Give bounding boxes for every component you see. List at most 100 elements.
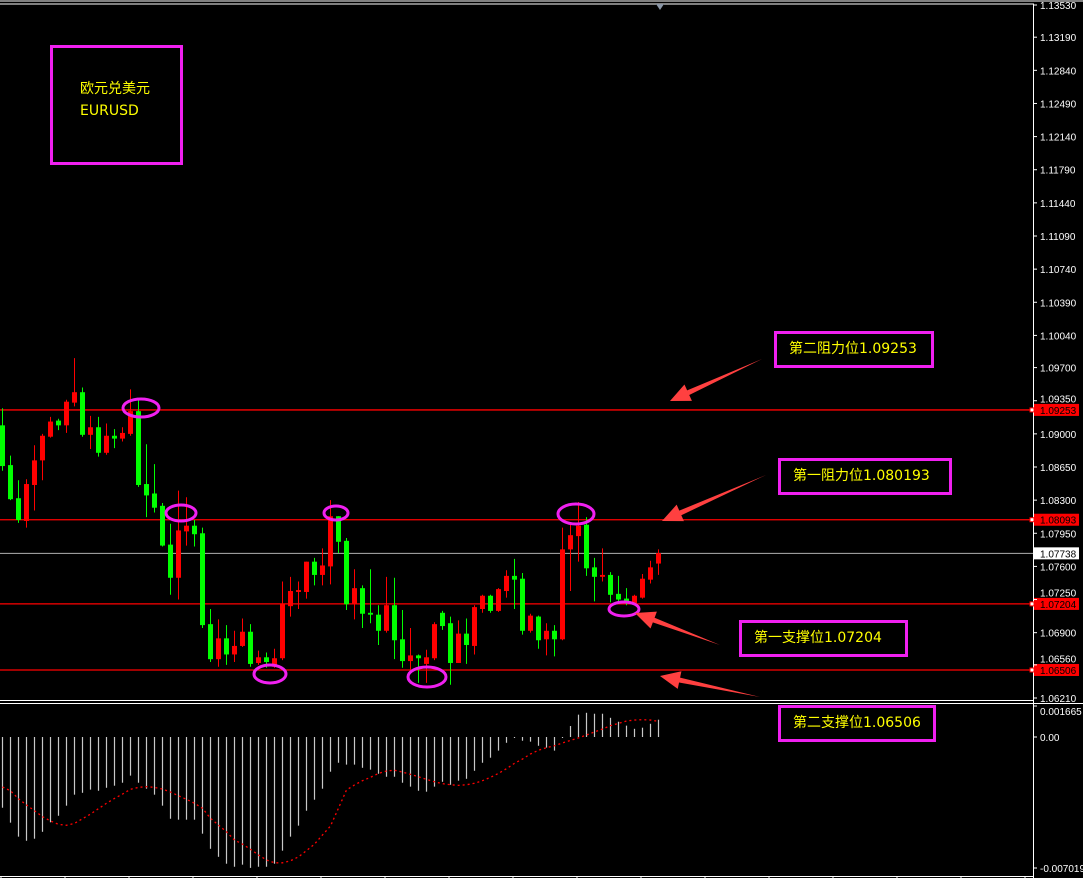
candle-bull — [648, 567, 653, 580]
candle-bear — [0, 425, 5, 467]
price-tick-label: 1.06560 — [1040, 654, 1077, 665]
candle-bear — [136, 411, 141, 485]
candle-bear — [344, 540, 349, 605]
candle-bear — [56, 420, 61, 426]
level-handle — [1029, 517, 1035, 523]
arrow-icon — [635, 611, 720, 645]
candle-bull — [480, 595, 485, 610]
candle-bear — [160, 505, 165, 546]
candle-bear — [584, 524, 589, 569]
candle-bear — [416, 655, 421, 659]
price-tick-label: 1.09700 — [1040, 364, 1077, 375]
candle-bull — [352, 588, 357, 605]
macd-tick-label: 0.001665 — [1040, 707, 1082, 718]
resistance-1-text: 第一阻力位1.080193 — [793, 468, 930, 484]
chart-shift-marker-icon[interactable] — [656, 4, 664, 10]
candle-bull — [48, 421, 53, 437]
price-tick-label: 1.06900 — [1040, 629, 1077, 640]
support-2-label: 第二支撑位1.06506 — [778, 705, 936, 742]
candle-bull — [24, 484, 29, 521]
candle-bear — [360, 588, 365, 614]
candle-bear — [112, 435, 117, 439]
candle-bull — [216, 638, 221, 660]
current-price-label: 1.07738 — [1040, 549, 1077, 560]
arrow-icon — [670, 359, 762, 401]
candle-bear — [592, 567, 597, 577]
macd-tick-label: -0.007019 — [1040, 864, 1083, 875]
highlight-ellipse — [556, 502, 596, 526]
level-price-tag — [1034, 597, 1079, 610]
candle-bear — [96, 427, 101, 453]
candle-bull — [504, 575, 509, 592]
candle-bull — [240, 631, 245, 646]
candle-bear — [440, 612, 445, 627]
time-axis-ticks — [0, 876, 1026, 878]
candle-bear — [376, 614, 381, 631]
level-price-label: 1.06506 — [1040, 666, 1077, 677]
price-tick-label: 1.10740 — [1040, 265, 1077, 276]
candle-bull — [304, 561, 309, 592]
price-tick-label: 1.11440 — [1040, 199, 1076, 210]
candle-bull — [600, 574, 605, 577]
candle-bull — [184, 525, 189, 532]
candle-bull — [528, 615, 533, 631]
candle-bear — [400, 639, 405, 662]
candle-bear — [16, 498, 21, 521]
macd-tick-label: 0.00 — [1040, 733, 1060, 744]
level-handle — [1029, 667, 1035, 673]
candle-bull — [576, 525, 581, 537]
level-price-tag — [1034, 663, 1079, 676]
candles — [0, 358, 661, 685]
macd-pane — [1, 712, 660, 868]
annotation-arrows — [635, 359, 766, 697]
candle-bull — [72, 392, 77, 403]
level-price-label: 1.09253 — [1040, 406, 1077, 417]
candle-bear — [152, 493, 157, 508]
candle-bull — [640, 578, 645, 598]
candle-bear — [624, 598, 629, 602]
candle-bull — [272, 658, 277, 667]
candle-bear — [608, 574, 613, 595]
level-price-tag — [1034, 403, 1079, 416]
candle-bear — [464, 633, 469, 645]
price-tick-label: 1.07600 — [1040, 562, 1077, 573]
candle-bull — [280, 604, 285, 659]
candle-bear — [192, 525, 197, 535]
price-tick-label: 1.12490 — [1040, 99, 1077, 110]
price-tick-label: 1.12840 — [1040, 66, 1077, 77]
candle-bear — [392, 605, 397, 641]
candle-bull — [456, 633, 461, 663]
candle-bear — [368, 612, 373, 615]
candle-bull — [384, 605, 389, 631]
candle-bear — [264, 657, 269, 663]
candle-bear — [488, 595, 493, 611]
price-axis-ticks: 1.13530 1.13190 1.12840 1.12490 1.12140 1.117… — [1033, 1, 1083, 875]
candle-bull — [296, 590, 301, 592]
price-tick-label: 1.08650 — [1040, 463, 1077, 474]
candle-bull — [104, 435, 109, 453]
price-tick-label: 1.06210 — [1040, 694, 1077, 705]
candle-bear — [224, 638, 229, 655]
level-handle — [1029, 601, 1035, 607]
highlight-ellipse — [252, 663, 288, 685]
candle-bear — [520, 578, 525, 631]
candle-bull — [120, 432, 125, 439]
candle-bull — [128, 411, 133, 434]
price-tick-label: 1.11790 — [1040, 166, 1076, 177]
highlight-ellipse — [164, 503, 198, 523]
price-tick-label: 1.13530 — [1040, 1, 1077, 12]
candle-bear — [168, 544, 173, 578]
candle-bull — [64, 401, 69, 426]
candle-bear — [200, 533, 205, 626]
price-tick-label: 1.07950 — [1040, 529, 1077, 540]
current-price-tag — [1034, 547, 1079, 560]
candle-bull — [568, 535, 573, 550]
candle-bear — [8, 465, 13, 500]
resistance-2-text: 第二阻力位1.09253 — [789, 341, 917, 357]
candle-bull — [432, 624, 437, 659]
resistance-2-label: 第二阻力位1.09253 — [774, 331, 934, 368]
highlight-ellipse — [607, 600, 641, 618]
level-price-tag — [1034, 513, 1079, 526]
candle-bull — [32, 460, 37, 485]
